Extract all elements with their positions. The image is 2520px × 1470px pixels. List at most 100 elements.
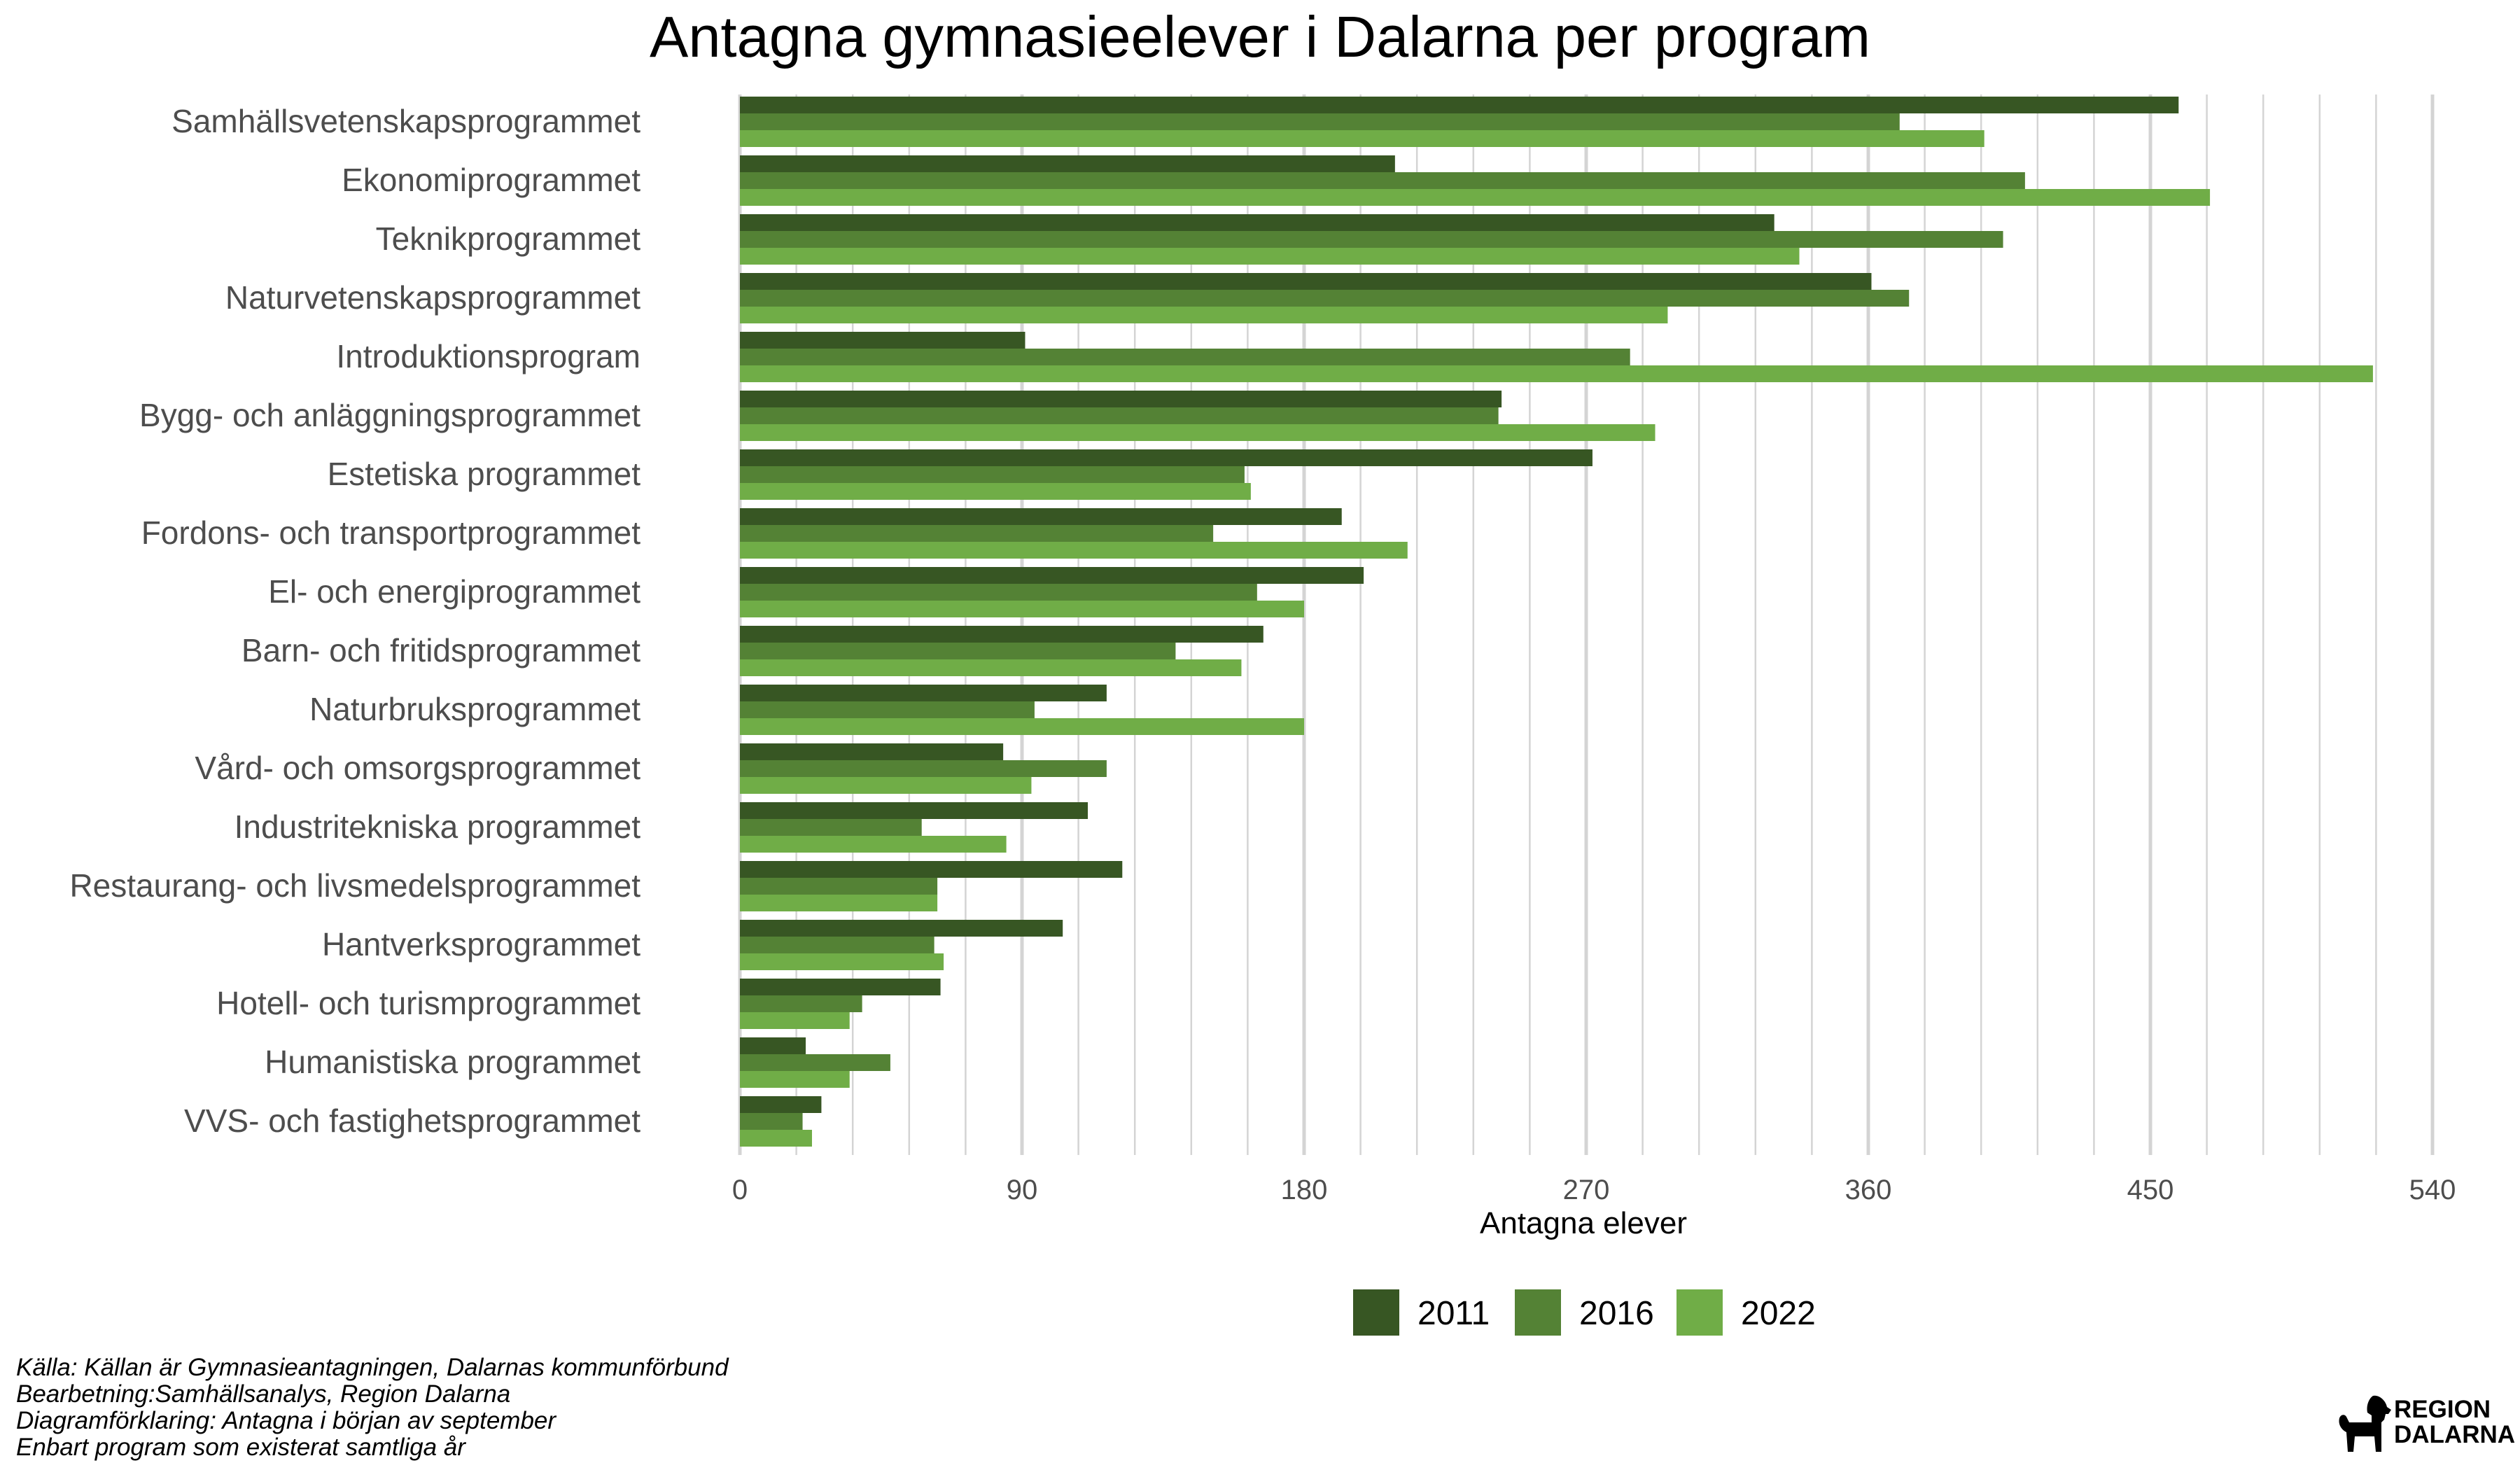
bar-group: [740, 214, 2003, 265]
footer-note: Enbart program som existerat samtliga år: [16, 1434, 465, 1461]
bar-2022: [740, 189, 2211, 206]
category-labels: Samhällsvetenskapsprogrammet Ekonomiprogr…: [69, 103, 640, 1139]
bar-group: [740, 332, 2373, 382]
legend-key-2011: [1353, 1289, 1399, 1336]
bar-group: [740, 391, 1656, 441]
bar-2016: [740, 231, 2003, 248]
bar-2022: [740, 1012, 850, 1029]
footer-source: Källa: Källan är Gymnasieantagningen, Da…: [16, 1354, 729, 1381]
dala-horse-icon: [2339, 1395, 2391, 1452]
bar-2022: [740, 542, 1408, 559]
bar-2022: [740, 836, 1007, 853]
bar-2022: [740, 1130, 812, 1147]
bar-2011: [740, 979, 941, 995]
bar-2016: [740, 1054, 890, 1071]
bar-2016: [740, 760, 1107, 777]
category-label: Industritekniska programmet: [234, 808, 641, 845]
bar-2016: [740, 407, 1499, 424]
x-tick-label: 540: [2409, 1175, 2456, 1205]
bar-2016: [740, 290, 1910, 307]
bar-group: [740, 508, 1408, 559]
bar-2016: [740, 466, 1245, 483]
x-tick-label: 270: [1563, 1175, 1610, 1205]
legend-key-2022: [1676, 1289, 1723, 1336]
bar-group: [740, 861, 1123, 911]
bar-2016: [740, 995, 862, 1012]
category-label: Introduktionsprogram: [336, 338, 640, 374]
bar-2016: [740, 525, 1214, 542]
category-label: Hotell- och turismprogrammet: [216, 985, 640, 1021]
logo-line-1: REGION: [2394, 1396, 2491, 1423]
region-dalarna-logo: REGION DALARNA: [2337, 1393, 2515, 1463]
bar-2011: [740, 155, 1395, 172]
logo-line-2: DALARNA: [2394, 1421, 2516, 1448]
bar-group: [740, 97, 2179, 147]
bar-2022: [740, 777, 1032, 794]
x-tick-label: 360: [1845, 1175, 1892, 1205]
bar-2022: [740, 424, 1656, 441]
legend-label-2016: 2016: [1579, 1295, 1654, 1332]
bar-2022: [740, 718, 1304, 735]
category-label: Restaurang- och livsmedelsprogrammet: [69, 867, 640, 904]
footer-processing: Bearbetning:Samhällsanalys, Region Dalar…: [16, 1380, 511, 1408]
bar-2022: [740, 953, 944, 970]
category-label: Barn- och fritidsprogrammet: [241, 632, 640, 668]
bar-2022: [740, 601, 1304, 617]
category-label: Teknikprogrammet: [376, 220, 641, 257]
x-tick-label: 90: [1007, 1175, 1038, 1205]
bar-2011: [740, 332, 1026, 349]
bar-2011: [740, 1037, 806, 1054]
bar-group: [740, 685, 1304, 735]
bar-2016: [740, 701, 1035, 718]
bar-2016: [740, 878, 938, 895]
bar-group: [740, 920, 1063, 970]
bar-2011: [740, 449, 1592, 466]
bar-2011: [740, 802, 1088, 819]
bar-2011: [740, 920, 1063, 937]
x-tick-label: 0: [732, 1175, 748, 1205]
x-tick-label: 450: [2127, 1175, 2174, 1205]
bar-2016: [740, 349, 1630, 365]
bar-2011: [740, 567, 1364, 584]
bar-2011: [740, 626, 1264, 643]
legend-label-2022: 2022: [1741, 1295, 1816, 1332]
footer-explanation: Diagramförklaring: Antagna i början av s…: [16, 1407, 556, 1434]
bars: [740, 97, 2373, 1147]
bar-2022: [740, 248, 1800, 265]
bar-2022: [740, 483, 1251, 500]
bar-2011: [740, 1096, 822, 1113]
category-label: Ekonomiprogrammet: [342, 162, 640, 198]
bar-group: [740, 626, 1264, 676]
bar-2016: [740, 1113, 803, 1130]
bar-group: [740, 155, 2211, 206]
category-label: Fordons- och transportprogrammet: [141, 514, 641, 551]
bar-2011: [740, 508, 1342, 525]
category-label: Naturbruksprogrammet: [309, 691, 640, 727]
bar-2011: [740, 743, 1004, 760]
bar-2022: [740, 307, 1668, 323]
bar-2016: [740, 172, 2025, 189]
bar-2022: [740, 1071, 850, 1088]
bar-2011: [740, 273, 1872, 290]
legend-key-2016: [1515, 1289, 1561, 1336]
bar-group: [740, 273, 1910, 323]
footer-notes: Källa: Källan är Gymnasieantagningen, Da…: [16, 1354, 729, 1461]
category-label: Humanistiska programmet: [265, 1044, 640, 1080]
bar-2011: [740, 861, 1123, 878]
legend-label-2011: 2011: [1418, 1295, 1490, 1332]
grid-lines: [738, 94, 2435, 1155]
bar-2022: [740, 365, 2373, 382]
bar-group: [740, 1037, 890, 1088]
bar-2016: [740, 937, 934, 953]
category-label: Bygg- och anläggningsprogrammet: [139, 397, 640, 433]
category-label: El- och energiprogrammet: [268, 573, 640, 610]
x-tick-label: 180: [1281, 1175, 1328, 1205]
bar-2016: [740, 819, 922, 836]
x-axis-label: Antagna elever: [1480, 1206, 1687, 1240]
bar-group: [740, 802, 1088, 853]
category-label: Samhällsvetenskapsprogrammet: [172, 103, 640, 139]
category-label: Estetiska programmet: [328, 456, 641, 492]
bar-group: [740, 979, 941, 1029]
bar-2022: [740, 659, 1242, 676]
